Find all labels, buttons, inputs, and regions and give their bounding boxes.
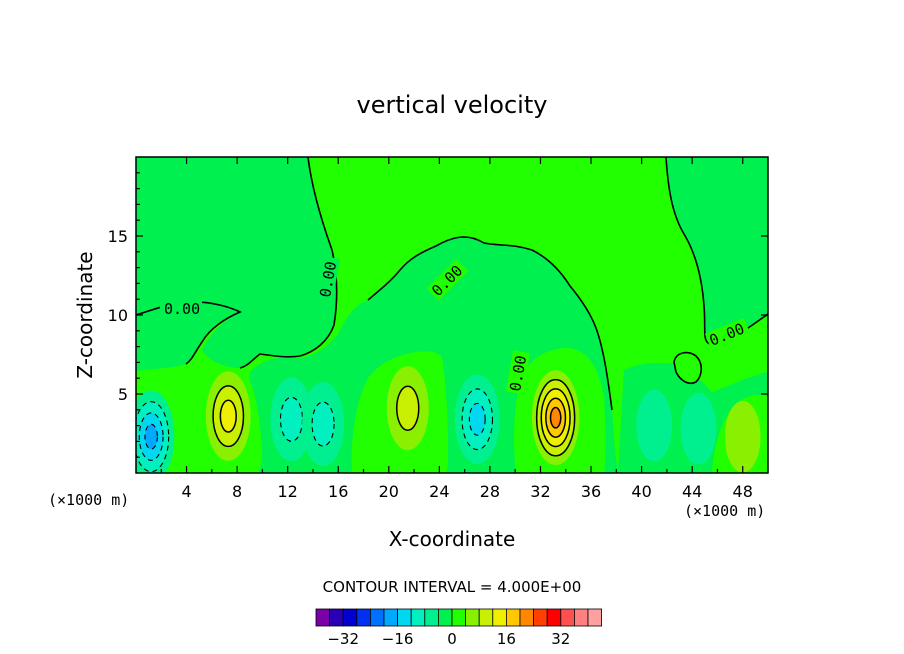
x-axis-label: X-coordinate <box>389 527 516 551</box>
colorbar-swatch <box>478 608 494 627</box>
colorbar-swatch <box>587 608 603 627</box>
colorbar-swatch <box>574 608 589 627</box>
x-tick-label: 20 <box>379 482 399 501</box>
x-tick-label: 36 <box>581 482 601 501</box>
colorbar-swatch <box>329 608 344 627</box>
colorbar-swatch <box>546 608 562 627</box>
cell-contour-level <box>219 399 237 433</box>
cell-contour-level <box>468 402 486 436</box>
colorbar-swatch <box>451 608 467 627</box>
x-tick-label: 32 <box>530 482 550 501</box>
colorbar-swatch <box>505 608 521 627</box>
x-tick-label: 12 <box>278 482 298 501</box>
cell-contour-level <box>144 423 158 450</box>
cell-contour-level <box>549 406 562 429</box>
zero-label-4: 0.00 <box>506 354 530 393</box>
zero-contour-upper-left <box>239 157 338 369</box>
light-green-upper-right <box>666 157 768 344</box>
colorbar-swatch <box>356 608 371 627</box>
convective-cell-5 <box>386 366 429 451</box>
cell-contour-level <box>396 385 420 431</box>
x-tick-label: 8 <box>232 482 242 501</box>
colorbar-swatch <box>437 608 453 627</box>
colorbar-swatch <box>424 608 439 627</box>
plot-area: 0.00 0.00 0.00 0.00 0.00 <box>135 156 769 474</box>
cell-contour-level <box>724 400 761 473</box>
colorbar-swatch <box>410 608 426 627</box>
x-tick-label: 16 <box>328 482 348 501</box>
zero-contour-blob-44 <box>673 351 703 385</box>
x-tick-label: 28 <box>480 482 500 501</box>
x-tick-label: 48 <box>733 482 753 501</box>
z-tick-label: 5 <box>118 385 128 404</box>
colorbar-tick-label: 0 <box>447 630 457 648</box>
colorbar-swatch <box>519 608 535 627</box>
zero-label-1: 0.00 <box>164 300 200 318</box>
convective-cell-6 <box>454 374 500 465</box>
cell-contour-level <box>279 396 304 442</box>
convective-cell-3 <box>270 377 313 462</box>
z-tick-label: 15 <box>108 227 128 246</box>
colorbar-swatch <box>383 608 399 627</box>
cell-contour-level <box>680 392 717 465</box>
x-unit-right: (×1000 m) <box>684 502 765 520</box>
x-tick-label: 44 <box>682 482 702 501</box>
convective-cell-7 <box>531 370 580 466</box>
colorbar-tick-label: −16 <box>382 630 414 648</box>
updraft-blob-44 <box>674 352 702 384</box>
zero-contour-arch <box>367 236 613 411</box>
colorbar-swatch <box>533 608 548 627</box>
convective-cell-4 <box>302 382 345 467</box>
convective-cell-10 <box>724 400 761 473</box>
colorbar-swatch <box>560 608 575 627</box>
zero-label-2: 0.00 <box>316 260 340 299</box>
light-green-upper-left <box>136 157 337 368</box>
colorbar-tick-label: 32 <box>551 630 570 648</box>
x-tick-label: 40 <box>631 482 651 501</box>
convective-cell-2 <box>205 371 251 461</box>
convective-cell-9 <box>680 392 717 465</box>
cell-contour-level <box>636 389 673 462</box>
colorbar-swatch <box>315 608 331 627</box>
colorbar-tick-label: −32 <box>327 630 359 648</box>
chart-title: vertical velocity <box>357 91 548 119</box>
colorbar <box>315 608 603 627</box>
colorbar-tick-label: 16 <box>497 630 516 648</box>
cell-contour-level <box>311 401 335 447</box>
colorbar-swatch <box>492 608 507 627</box>
x-tick-label: 4 <box>181 482 191 501</box>
x-unit-left: (×1000 m) <box>48 491 129 509</box>
convective-cell-1 <box>136 390 175 473</box>
convective-cell-8 <box>636 389 673 462</box>
z-tick-label: 10 <box>108 306 128 325</box>
contour-interval-label: CONTOUR INTERVAL = 4.000E+00 <box>323 578 582 596</box>
colorbar-swatch <box>465 608 480 627</box>
z-axis-label: Z-coordinate <box>73 251 97 378</box>
colorbar-swatch <box>342 608 358 627</box>
colorbar-swatch <box>369 608 385 627</box>
light-green-band <box>136 301 240 473</box>
x-tick-label: 24 <box>429 482 449 501</box>
colorbar-swatch <box>397 608 412 627</box>
